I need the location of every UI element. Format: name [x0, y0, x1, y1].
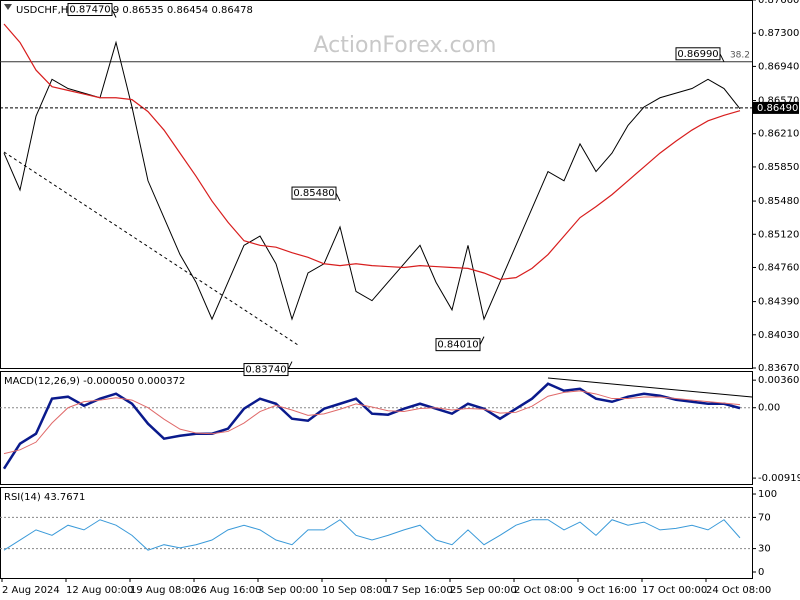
annotation-box: [291, 186, 337, 200]
x-tick-label: 9 Oct 16:00: [578, 585, 637, 596]
y-tick-label: 0.87300: [758, 28, 799, 39]
fib-label: 38.2: [730, 50, 750, 60]
y-tick-label: 0.84760: [758, 262, 799, 273]
y-tick-label: 0.86210: [758, 129, 799, 140]
annotation-label: 0.84010: [437, 340, 478, 351]
x-tick-label: 2 Aug 2024: [2, 585, 60, 596]
x-tick-label: 12 Aug 00:00: [66, 585, 133, 596]
y-tick-label: 0.85850: [758, 162, 799, 173]
annotation-leader: [111, 9, 117, 18]
annotation-leader: [335, 192, 341, 202]
x-tick-label: 17 Oct 00:00: [642, 585, 707, 596]
y-tick-label: 0.85120: [758, 229, 799, 240]
y-tick-label: 0.85480: [758, 196, 799, 207]
series-line: [3, 23, 741, 281]
x-tick-label: 19 Aug 08:00: [130, 585, 197, 596]
x-tick-label: 17 Sep 16:00: [386, 585, 453, 596]
pane-title: RSI(14) 43.7671: [4, 492, 85, 503]
series-line: [2, 382, 741, 470]
series-line: [3, 40, 741, 321]
y-tick-label: 0.00: [758, 403, 780, 414]
pane-title: USDCHF,H4 0.86479 0.86535 0.86454 0.8647…: [16, 5, 253, 16]
annotation-leader: [479, 336, 485, 345]
x-tick-label: 10 Sep 08:00: [322, 585, 389, 596]
y-tick-label: 100: [758, 489, 777, 500]
x-tick-label: 24 Oct 08:00: [706, 585, 771, 596]
y-tick-label: 0.86570: [758, 96, 799, 107]
annotation-box: [675, 47, 721, 61]
trend-line: [3, 151, 299, 346]
last-price-label: 0.86490: [757, 103, 798, 114]
pane-icon: [4, 4, 12, 10]
y-tick-label: 0.87660: [758, 0, 799, 6]
annotation-leader: [287, 361, 293, 370]
x-tick-label: 26 Aug 16:00: [194, 585, 261, 596]
watermark: ActionForex.com: [314, 33, 497, 58]
annotation-box: [243, 363, 289, 377]
annotation-label: 0.86990: [677, 49, 718, 60]
last-price-box: [753, 101, 799, 114]
y-tick-label: 0.86940: [758, 61, 799, 72]
series-line: [3, 390, 741, 455]
series-line: [3, 519, 741, 551]
y-tick-label: -0.009198: [758, 473, 800, 484]
y-tick-label: 0.003603: [758, 375, 800, 386]
x-tick-label: 3 Sep 00:00: [258, 585, 318, 596]
x-tick-label: 2 Oct 08:00: [514, 585, 573, 596]
y-tick-label: 0: [758, 567, 764, 578]
macd-trend-line: [547, 377, 753, 398]
y-tick-label: 0.84390: [758, 297, 799, 308]
y-tick-label: 70: [758, 512, 771, 523]
price-pane: [0, 0, 753, 369]
annotation-label: 0.87470: [69, 5, 110, 16]
annotation-box: [435, 338, 481, 352]
x-tick-label: 25 Sep 00:00: [450, 585, 517, 596]
rsi-pane: [0, 487, 753, 579]
y-tick-label: 0.84030: [758, 330, 799, 341]
annotation-leader: [719, 53, 725, 63]
annotation-label: 0.83740: [245, 365, 286, 376]
y-tick-label: 30: [758, 544, 771, 555]
pane-title: MACD(12,26,9) -0.000050 0.000372: [4, 376, 185, 387]
macd-pane: [0, 371, 753, 485]
y-tick-label: 0.83670: [758, 363, 799, 374]
annotation-label: 0.85480: [293, 188, 334, 199]
annotation-box: [67, 3, 113, 17]
